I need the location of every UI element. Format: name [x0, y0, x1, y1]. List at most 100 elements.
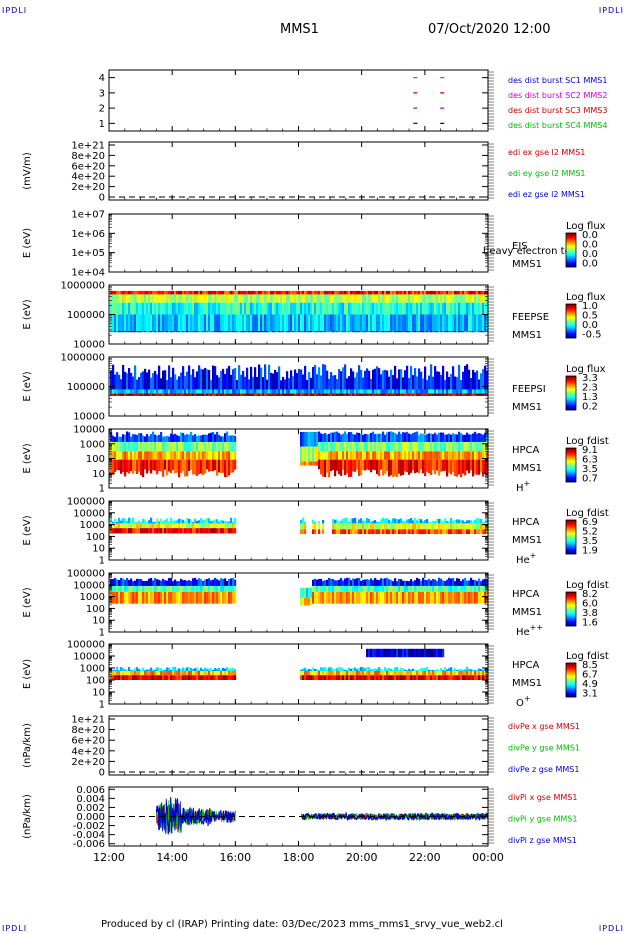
- feepsi-bin: [250, 389, 253, 394]
- feepsi-bin: [110, 393, 113, 396]
- hpca_o-bin: [366, 667, 369, 671]
- feepsi-bin: [132, 376, 135, 390]
- hpca_h-bin: [432, 441, 435, 452]
- feepse-bin: [208, 290, 211, 295]
- feepse-bin: [298, 290, 301, 295]
- feepse-bin: [370, 290, 373, 295]
- feepsi-bin: [330, 389, 333, 394]
- hpca_o-bin: [474, 675, 477, 680]
- hpca_h-bin: [422, 433, 425, 442]
- hpca_he1-bin: [452, 523, 455, 530]
- feepse-bin: [408, 294, 411, 303]
- feepse-bin: [154, 314, 157, 332]
- feepsi-bin: [204, 393, 207, 396]
- feepsi-bin: [276, 372, 279, 390]
- hpca_he1-bin: [402, 529, 405, 535]
- hpca_he2-bin: [408, 585, 411, 592]
- hpca_h-bin: [350, 441, 353, 452]
- feepsi-bin: [176, 389, 179, 394]
- hpca_o-bin: [186, 671, 189, 676]
- hpca_h-bin: [318, 441, 321, 452]
- hpca_o-bin: [378, 675, 381, 680]
- hpca_o-bin: [178, 668, 181, 671]
- feepsi-colorbar-frame: [565, 375, 577, 411]
- feepse-bin: [186, 302, 189, 315]
- hpca_he1-bin: [232, 522, 235, 524]
- hpca_h-bin: [448, 433, 451, 442]
- hpca_o-bin: [140, 670, 143, 671]
- hpca_o-bin: [230, 668, 233, 671]
- feepse-bin: [406, 302, 409, 315]
- hpca_he2-bin: [384, 578, 387, 586]
- feepse-bin: [318, 290, 321, 295]
- hpca_he1-bin: [144, 528, 147, 534]
- feepsi-bin: [378, 393, 381, 396]
- hpca_o-bin: [398, 648, 401, 658]
- feepsi-bin: [404, 389, 407, 394]
- hpca_he1-bin: [428, 521, 431, 524]
- feepsi-bin: [304, 365, 307, 390]
- feepsi-bin: [468, 369, 471, 390]
- hpca_he2-bin: [124, 580, 127, 586]
- hpca_he2-bin: [422, 585, 425, 592]
- hpca_he2-bin: [430, 585, 433, 592]
- feepse-bin: [438, 294, 441, 303]
- feepse-bin: [486, 302, 489, 315]
- hpca_he1-bin: [382, 517, 385, 524]
- hpca_o-bin: [206, 671, 209, 676]
- hpca_h-bin: [162, 451, 165, 460]
- hpca_he2-bin: [140, 591, 143, 604]
- hpca_he2-bin: [344, 591, 347, 604]
- hpca_he2-bin: [152, 585, 155, 592]
- hpca_he1-bin: [228, 528, 231, 534]
- feepse-bin: [128, 331, 131, 333]
- hpca_he2-bin: [162, 578, 165, 586]
- hpca_he2-bin: [218, 585, 221, 592]
- hpca_he2-bin: [474, 585, 477, 592]
- feepsi-bin: [380, 374, 383, 390]
- feepse-bin: [386, 290, 389, 295]
- feepsi-bin: [400, 393, 403, 396]
- hpca_h-bin: [166, 441, 169, 452]
- feepsi-bin: [476, 370, 479, 390]
- hpca_o-bin: [474, 669, 477, 671]
- hpca_h-bin: [316, 461, 319, 466]
- hpca_he1-bin: [184, 521, 187, 524]
- feepsi-bin: [402, 377, 405, 390]
- feepsi-bin: [326, 370, 329, 390]
- hpca_he2-bin: [358, 577, 361, 586]
- feepsi-bin: [458, 393, 461, 396]
- hpca_o-bin: [390, 671, 393, 676]
- hpca_h-bin: [138, 459, 141, 472]
- feepsi-bin: [178, 393, 181, 396]
- feepse-bin: [140, 290, 143, 295]
- feepse-bin: [448, 290, 451, 295]
- feepse-bin: [434, 331, 437, 333]
- feepsi-bin: [344, 389, 347, 394]
- hpca_h-bin: [374, 434, 377, 442]
- feepse-bin: [482, 294, 485, 303]
- hpca_h-bin: [446, 451, 449, 460]
- feepse-bin: [228, 294, 231, 303]
- hpca_o-bin: [378, 648, 381, 658]
- hpca_h-bin: [158, 434, 161, 442]
- eis-colorbar-cell: [566, 237, 576, 239]
- hpca_he1-bin: [188, 523, 191, 529]
- hpca_he2-bin: [458, 578, 461, 586]
- hpca_h-bin: [484, 441, 487, 452]
- hpca_o-bin: [458, 669, 461, 671]
- hpca_o-bin: [302, 675, 305, 680]
- hpca_he1-bin: [202, 519, 205, 524]
- hpca_he2-bin: [170, 591, 173, 604]
- feepse-bin: [426, 290, 429, 295]
- hpca_h-bin: [206, 451, 209, 460]
- hpca_he1-bin: [198, 528, 201, 534]
- edi-ytick-label: 6e+20: [71, 161, 105, 172]
- hpca_o-bin: [320, 675, 323, 680]
- feepsi-bin: [322, 364, 325, 390]
- hpca_h-bin: [152, 451, 155, 460]
- feepse-bin: [482, 290, 485, 295]
- feepsi-bin: [356, 393, 359, 396]
- feepse-bin: [402, 314, 405, 332]
- hpca_h-bin: [218, 441, 221, 452]
